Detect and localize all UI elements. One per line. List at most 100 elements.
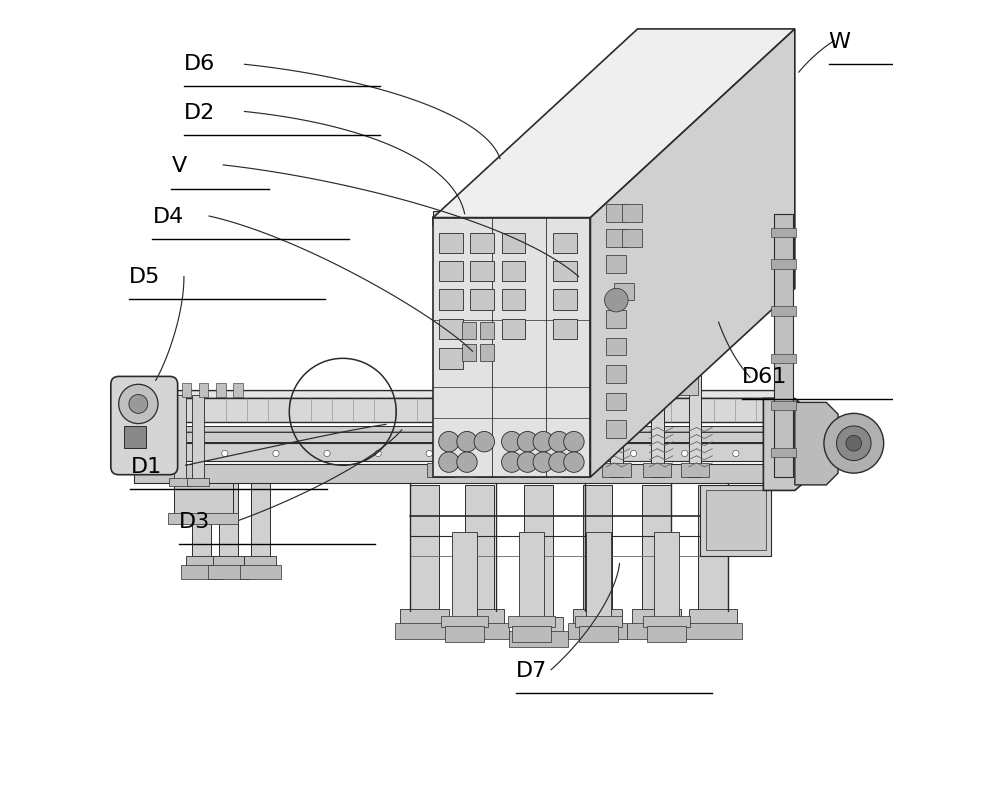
Bar [455,609,504,625]
Text: D5: D5 [129,267,160,286]
Circle shape [439,432,459,452]
Bar [706,491,766,550]
Bar [524,485,553,619]
Bar [400,609,449,625]
Bar [586,532,611,619]
Text: D4: D4 [152,207,184,226]
Text: V: V [171,156,187,177]
Bar [575,616,622,627]
Bar [686,216,704,226]
FancyBboxPatch shape [111,376,178,475]
Bar [502,261,525,282]
Bar [251,466,270,559]
Bar [568,623,627,639]
Bar [602,463,631,477]
Circle shape [579,451,586,457]
Bar [199,383,208,397]
Bar [480,322,494,339]
Bar [502,319,525,339]
Bar [514,617,563,633]
Bar [606,393,626,410]
Bar [432,216,450,226]
Bar [168,513,238,524]
Bar [216,383,226,397]
Circle shape [474,432,494,452]
Circle shape [588,371,601,383]
Circle shape [605,288,628,312]
Bar [519,532,544,619]
Bar [181,565,222,579]
Bar [427,463,455,477]
Circle shape [324,451,330,457]
Bar [606,230,626,247]
Text: D61: D61 [742,367,788,387]
Circle shape [682,371,695,383]
Bar [538,375,557,394]
Circle shape [171,451,177,457]
Circle shape [129,394,148,413]
Bar [568,218,581,477]
Bar [491,375,509,394]
Circle shape [631,451,637,457]
Bar [561,463,589,477]
Circle shape [517,452,538,473]
Bar [240,565,281,579]
Bar [643,616,690,627]
Circle shape [502,432,522,452]
Bar [452,532,477,619]
Text: D1: D1 [130,457,162,477]
Bar [439,261,463,282]
Bar [483,347,498,359]
Bar [481,216,500,226]
Bar [622,204,642,222]
Bar [606,338,626,355]
Bar [502,289,525,309]
Bar [465,485,494,611]
Bar [648,216,667,226]
Bar [219,466,238,559]
Bar [512,626,551,642]
Bar [435,218,447,477]
Bar [508,616,555,627]
Bar [681,463,709,477]
Text: D3: D3 [179,512,210,532]
Bar [689,609,737,625]
Bar [124,426,146,448]
Bar [583,485,612,611]
Polygon shape [134,426,779,442]
Bar [654,532,679,619]
Bar [606,310,626,327]
Circle shape [119,384,158,424]
Circle shape [439,452,459,473]
Bar [643,463,671,477]
Bar [436,375,454,394]
Bar [174,394,186,481]
Circle shape [457,432,477,452]
Bar [606,421,626,438]
Bar [632,609,681,625]
Bar [445,626,484,642]
Bar [182,383,191,397]
Bar [484,218,497,477]
Circle shape [439,371,451,383]
Bar [632,375,651,394]
Bar [687,347,703,359]
Circle shape [375,451,381,457]
Bar [627,623,686,639]
Circle shape [846,436,862,451]
Bar [771,448,796,458]
Bar [679,375,698,394]
Circle shape [682,451,688,457]
Circle shape [517,432,538,452]
Bar [607,216,626,226]
Bar [470,233,494,253]
Circle shape [533,452,553,473]
Bar [244,556,276,567]
Bar [771,353,796,363]
Polygon shape [795,402,838,485]
Bar [771,306,796,316]
Polygon shape [134,464,779,483]
Bar [192,466,211,559]
Bar [526,347,542,359]
Bar [567,347,583,359]
